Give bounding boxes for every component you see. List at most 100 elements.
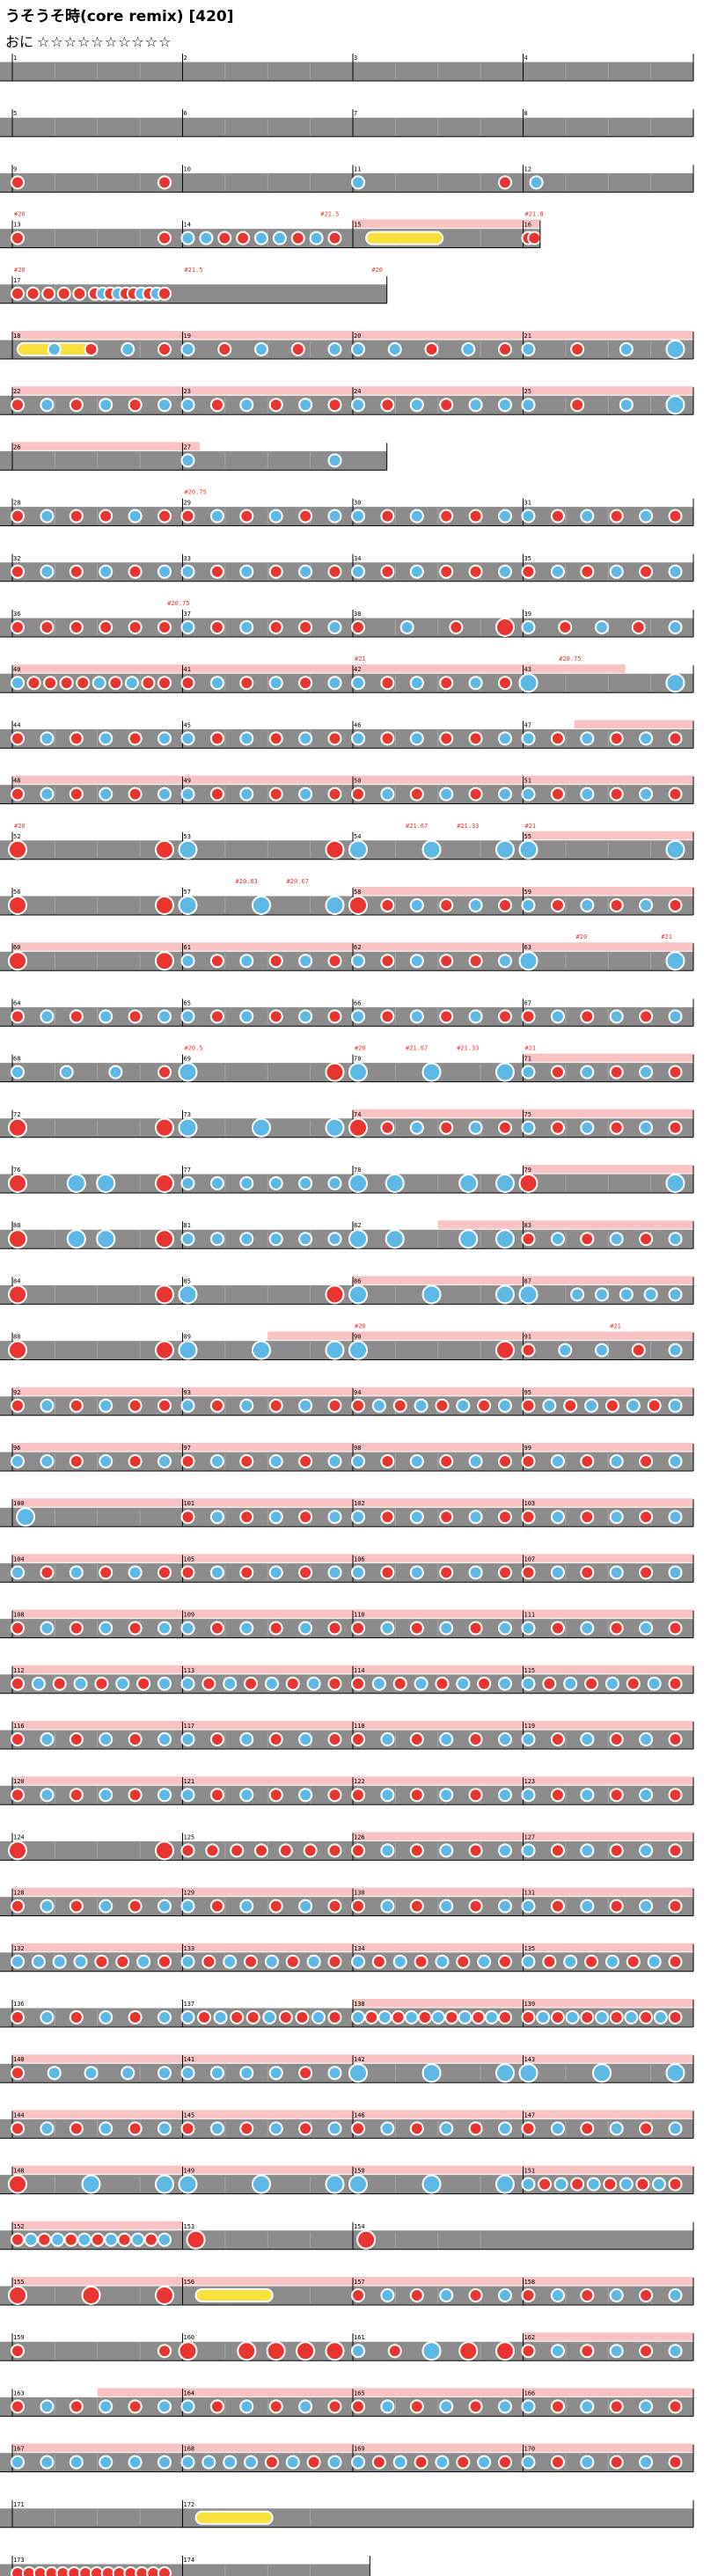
don-note xyxy=(439,731,454,746)
note-lane xyxy=(0,896,693,915)
ka-note xyxy=(239,2399,254,2414)
measure-number: 9 xyxy=(13,165,17,172)
don-note xyxy=(439,1454,454,1468)
ka-note xyxy=(40,2455,55,2470)
measure-number: 134 xyxy=(354,1945,365,1952)
don-note xyxy=(180,509,195,523)
ka-note xyxy=(609,2344,624,2359)
ka-note xyxy=(40,2010,55,2024)
don-note xyxy=(11,564,25,579)
measure-number: 68 xyxy=(13,1056,20,1063)
ka-note xyxy=(99,731,114,746)
don-note xyxy=(239,1510,254,1525)
ka-note xyxy=(298,1899,313,1914)
note-lane xyxy=(0,1841,693,1861)
don-note xyxy=(351,1899,365,1914)
ka-note xyxy=(11,2455,25,2470)
ka-note xyxy=(92,676,106,691)
scroll-label: #20.83 xyxy=(236,878,258,885)
ka-note xyxy=(468,1565,483,1580)
measure-number: 85 xyxy=(184,1277,191,1284)
don-note xyxy=(117,2232,132,2247)
don-note xyxy=(550,1899,565,1914)
measure-number: 27 xyxy=(184,443,191,450)
don-note xyxy=(306,2455,321,2470)
don-note xyxy=(298,620,313,634)
don-note xyxy=(11,731,25,746)
measure-number: 33 xyxy=(184,555,191,562)
don-note xyxy=(521,1510,536,1525)
don-note xyxy=(69,2399,84,2414)
don-note xyxy=(69,1398,84,1413)
measure-number: 77 xyxy=(184,1167,191,1174)
don-note xyxy=(128,2010,143,2024)
don-note xyxy=(409,2288,424,2302)
ka-note xyxy=(264,1954,279,1969)
ka-note xyxy=(521,2177,536,2192)
don-note xyxy=(84,342,99,356)
don-note xyxy=(647,1398,662,1413)
don-note xyxy=(268,1009,283,1024)
don-note xyxy=(580,1232,595,1247)
don-note xyxy=(11,1788,25,1803)
ka-note xyxy=(157,2399,172,2414)
ka-note xyxy=(439,2399,454,2414)
don-note xyxy=(180,1565,195,1580)
don-note xyxy=(33,2566,48,2576)
don-note xyxy=(439,676,454,691)
don-note xyxy=(550,509,565,523)
don-note xyxy=(11,1009,25,1024)
ka-note xyxy=(580,2455,595,2470)
don-note xyxy=(668,1899,683,1914)
scroll-label: #21.67 xyxy=(406,1045,428,1052)
ka-note xyxy=(380,1788,395,1803)
measure-number: 139 xyxy=(524,2001,536,2008)
ka-note xyxy=(178,1340,198,1360)
don-note xyxy=(157,1398,172,1413)
measure-number: 133 xyxy=(184,1945,195,1952)
measure-number: 34 xyxy=(354,555,361,562)
don-note xyxy=(230,2010,245,2024)
don-note xyxy=(439,954,454,969)
ka-note xyxy=(558,1343,573,1358)
ka-note xyxy=(157,1621,172,1636)
ka-note xyxy=(128,1565,143,1580)
don-note xyxy=(580,2288,595,2302)
ka-note xyxy=(421,1284,442,1305)
note-lane xyxy=(0,1673,693,1694)
don-note xyxy=(325,839,345,860)
ka-note xyxy=(327,509,342,523)
measure-number: 1 xyxy=(13,55,17,62)
don-note xyxy=(668,2177,683,2192)
don-note xyxy=(580,2121,595,2136)
ka-note xyxy=(268,1176,283,1190)
don-note xyxy=(527,231,542,245)
don-note xyxy=(128,1899,143,1914)
don-note xyxy=(268,2399,283,2414)
don-note xyxy=(325,2341,345,2361)
ka-note xyxy=(180,231,195,245)
ka-note xyxy=(351,2455,365,2470)
don-note xyxy=(69,2010,84,2024)
ka-note xyxy=(239,620,254,634)
ka-note xyxy=(180,1176,195,1190)
measure-number: 160 xyxy=(184,2334,195,2341)
don-note xyxy=(550,787,565,801)
ka-note xyxy=(409,1454,424,1468)
don-note xyxy=(471,2010,486,2024)
ka-note xyxy=(409,1510,424,1525)
ka-note xyxy=(665,395,685,415)
ka-note xyxy=(371,1676,386,1691)
ka-note xyxy=(209,676,224,691)
ka-note xyxy=(536,2010,551,2024)
ka-note xyxy=(11,1065,25,1079)
don-note xyxy=(285,1954,300,1969)
note-lane xyxy=(0,1452,693,1471)
ka-note xyxy=(351,564,365,579)
don-note xyxy=(327,1676,342,1691)
scroll-label: #21.33 xyxy=(457,823,479,830)
don-note xyxy=(468,731,483,746)
measure-number: 149 xyxy=(184,2168,195,2175)
measure-number: 118 xyxy=(354,1723,365,1730)
don-note xyxy=(327,1621,342,1636)
